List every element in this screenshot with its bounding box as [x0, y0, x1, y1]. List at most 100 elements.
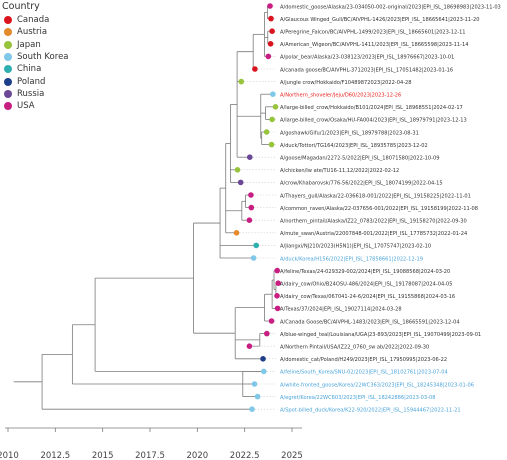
tip-point	[238, 78, 245, 85]
tip-label: A/northern_pintail/Alaska/IZ22_0783/2022…	[280, 219, 467, 225]
legend-swatch	[4, 16, 12, 25]
legend-label: Russia	[17, 88, 45, 99]
tip-point	[260, 356, 266, 362]
legend: Country Canada Austria Japan South Korea Chi…	[2, 1, 69, 112]
tip-label: A/crow/Khabarovsk/776-56/2022|EPI_ISL_18…	[280, 181, 443, 187]
tip-point	[270, 91, 276, 97]
x-tick-label: 2017.5	[135, 451, 165, 460]
legend-item: Poland	[2, 75, 69, 87]
tip-label: A/domestic_goose/Alaska/23-034050-002-or…	[280, 4, 501, 10]
tip-label: A/polar_bear/Alaska/23-038123/2023|EPI_I…	[280, 55, 454, 61]
tip-label: A/duck/Tottori/TG164/2023|EPI_ISL_189357…	[280, 143, 428, 149]
tip-point	[268, 15, 274, 22]
legend-swatch	[4, 65, 12, 74]
tip-label: A/Thayers_gull/Alaska/22-036618-001/2022…	[280, 193, 471, 199]
legend-label: Poland	[17, 76, 46, 87]
tip-point	[267, 41, 274, 47]
legend-swatch	[4, 40, 12, 49]
tip-label: A/goose/Magadan/2272-5/2022|EPI_ISL_1807…	[280, 156, 439, 162]
x-tick-label: 2025	[281, 451, 303, 460]
tip-label: A/Glaucous Winged_Gull/BC/AIVPHL-1426/20…	[280, 17, 479, 23]
tip-label: A/jungle crow/Hokkaido/F10489872023|2022…	[280, 80, 412, 86]
tip-point	[234, 167, 241, 173]
tip-point	[248, 204, 255, 211]
tip-label: A/Texas/37/2024|EPI_ISL_19027114|2024-03…	[280, 307, 402, 313]
legend-item: Canada	[2, 14, 69, 26]
tip-label: A/American_Wigeon/BC/AIVPHL-1411/2023|EP…	[280, 42, 468, 48]
tip-label: A/large-billed_crow/Hokkaido/B101/2024|E…	[280, 105, 463, 111]
tip-point	[237, 179, 244, 186]
tip-label: A/large-billed_crow/Osaka/HU-FA004/2023|…	[280, 118, 467, 124]
legend-label: China	[17, 64, 42, 75]
tip-point	[254, 393, 261, 400]
tip-point	[268, 141, 275, 148]
tip-label: A/Spot-billed_duck/Korea/K22-920/2022|EP…	[280, 408, 461, 414]
tip-label: A/Northern_shoveler/Jeju/D60/2023|2023-1…	[280, 93, 401, 99]
tip-label: A/mute_swan/Austria/22007848-001/2022|EP…	[280, 231, 467, 237]
tip-label: A/Jiangxi/NJ210/2023(H5N1)|EPI_ISL_17075…	[280, 244, 431, 250]
tip-label: A/domestic_cat/Poland/H249/2023|EPI_ISL_…	[280, 357, 447, 363]
tip-point	[263, 129, 270, 135]
tip-point	[248, 192, 254, 198]
legend-label: Canada	[17, 15, 50, 26]
x-tick-label: 2022.5	[230, 451, 260, 460]
tip-label: A/chicken/Iw ate/TU16-11,12/2022|2022-02…	[280, 168, 399, 174]
legend-label: Japan	[17, 39, 41, 50]
tip-point	[246, 154, 253, 160]
tip-label: A/feline/South_Korea/SNU-02/2023|EPI_ISL…	[280, 370, 448, 376]
tip-point	[253, 242, 260, 249]
x-tick-label: 2020	[187, 451, 209, 460]
x-tick-label: 2012.5	[40, 451, 70, 460]
tip-label: A/Canada Goose/BC/AIVPHL-1483/2023|EPI_I…	[280, 319, 460, 325]
tip-point	[269, 116, 275, 123]
tip-label: A/dairy_cow/Texas/067041-24-6/2024|EPI_I…	[280, 294, 455, 300]
tip-point	[246, 217, 253, 223]
tip-point	[274, 305, 281, 312]
tip-label: A/duck/Korea/H156/2022|EPI_ISL_17858661|…	[280, 256, 423, 262]
x-tick-label: 2015	[92, 451, 114, 460]
tip-point	[272, 104, 279, 110]
tip-point	[246, 343, 253, 350]
tip-point	[275, 280, 281, 287]
legend-label: South Korea	[17, 52, 69, 63]
legend-item: Japan	[2, 39, 69, 51]
legend-label: USA	[17, 101, 35, 112]
tip-point	[252, 66, 258, 72]
tip-label: A/goshawk/Gifu/1/2023|EPI_ISL_18979788|2…	[280, 130, 419, 136]
legend-item: USA	[2, 100, 69, 112]
tip-point	[233, 230, 240, 236]
tip-point	[268, 318, 275, 324]
tip-point	[265, 53, 272, 60]
legend-swatch	[4, 89, 12, 98]
tip-point	[251, 381, 258, 387]
legend-item: Austria	[2, 26, 69, 38]
tip-label: A/Peregrine_Falcon/BC/AIVPHL-1499/2023|E…	[280, 30, 466, 36]
legend-swatch	[4, 28, 12, 37]
legend-item: South Korea	[2, 51, 69, 63]
legend-swatch	[4, 102, 12, 111]
legend-item: Russia	[2, 88, 69, 100]
legend-label: Austria	[17, 27, 48, 38]
tip-label: A/egret/Korea/22WC603/2023|EPI_ISL_18242…	[280, 395, 435, 401]
tip-point	[274, 267, 281, 274]
tip-label: A/blue-winged_teal/Louisiana/UGA|23-893/…	[280, 332, 481, 338]
tip-point	[269, 28, 275, 34]
tip-point	[249, 406, 255, 413]
tip-label: A/canada goose/BC/AIVPHL-3712023|EPI_ISL…	[280, 67, 453, 73]
legend-item: China	[2, 63, 69, 75]
legend-swatch	[4, 53, 12, 62]
tip-label: A/dairy_cow/Ohio/B24OSU-486/2024|EPI_ISL…	[280, 282, 453, 288]
legend-swatch	[4, 77, 12, 86]
tip-label: A/Northern Pintail/USA/IZ22_0760_sw ab/2…	[280, 345, 429, 351]
tip-point	[260, 368, 267, 375]
legend-title: Country	[2, 1, 40, 12]
tip-point	[264, 330, 270, 337]
tip-label: A/feline/Texas/24-029329-002/2024|EPI_IS…	[280, 269, 450, 275]
tip-point	[250, 255, 257, 261]
tip-label: A/white-fronted_goose/Korea/22WC363/2023…	[280, 382, 474, 388]
tip-label: A/common_raven/Alaska/22-037656-001/2022…	[280, 206, 478, 212]
x-tick-label: 2010	[0, 451, 19, 460]
tip-point	[274, 293, 280, 299]
tip-point	[267, 3, 273, 9]
